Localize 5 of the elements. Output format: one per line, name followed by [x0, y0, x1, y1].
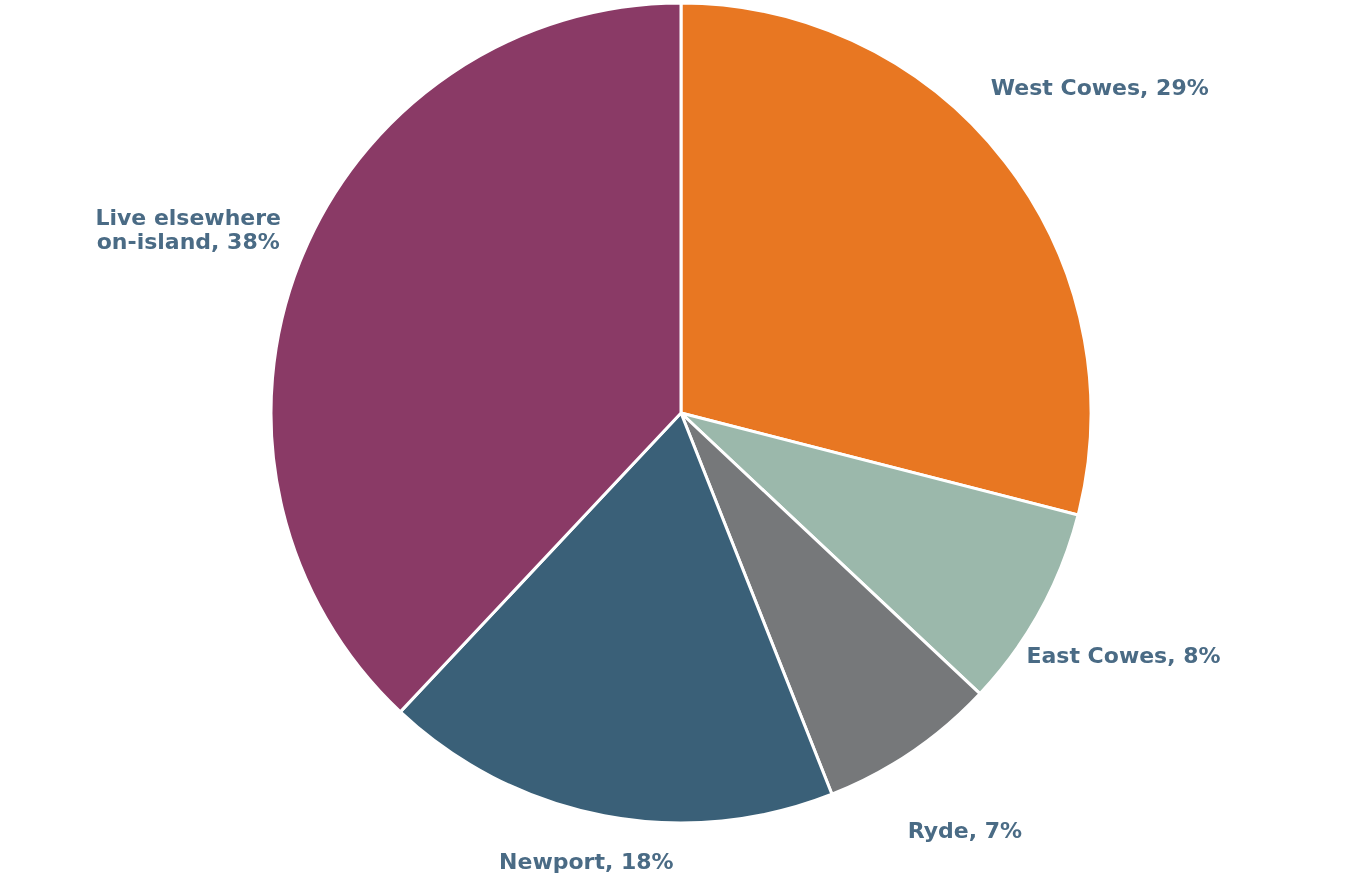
slice-label: Live elsewhere on-island, 38%: [95, 204, 282, 254]
slice-label: Ryde, 7%: [907, 817, 1023, 843]
slice-label: Newport, 18%: [499, 849, 674, 874]
slice-label: East Cowes, 8%: [1026, 643, 1221, 669]
slice-label: West Cowes, 29%: [990, 75, 1209, 101]
